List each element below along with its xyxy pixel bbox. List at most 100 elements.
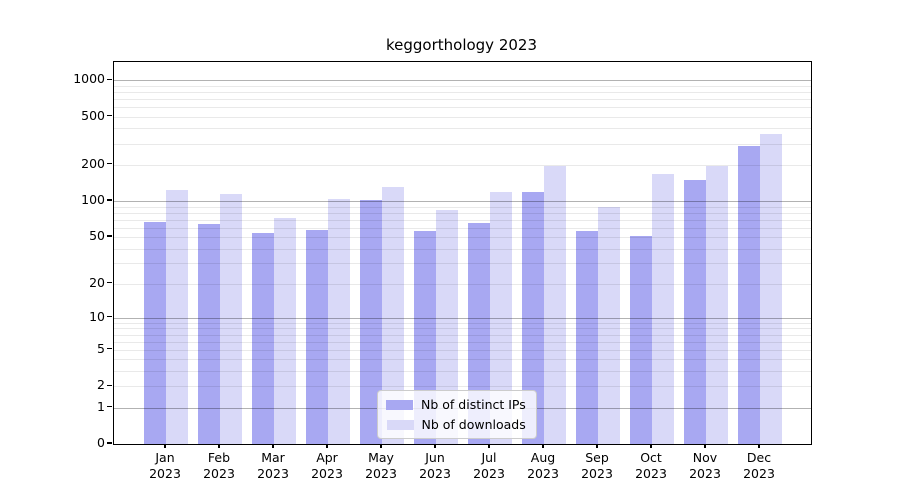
grid-line-minor [114, 164, 811, 166]
legend-swatch-downloads [386, 419, 414, 430]
bar-downloads-apr [328, 199, 350, 444]
y-tick-label: 50 [89, 228, 105, 244]
bar-downloads-feb [220, 194, 242, 444]
bars-layer [114, 62, 811, 444]
grid-line-minor [114, 206, 811, 208]
grid-line-minor [114, 328, 811, 330]
y-tick-label: 500 [81, 107, 105, 123]
bar-downloads-oct [652, 173, 674, 444]
bar-downloads-dec [760, 134, 782, 444]
grid-line-major [114, 317, 811, 319]
grid-line-minor [114, 116, 811, 118]
x-tick-mark [758, 444, 760, 448]
grid-line-major [114, 201, 811, 203]
y-tick-mark [107, 282, 112, 284]
grid-line-minor [114, 263, 811, 265]
bar-downloads-jun [436, 209, 458, 444]
x-tick-mark [272, 444, 274, 448]
bar-downloads-jan [166, 189, 188, 444]
bar-distinct-ips-sep [576, 231, 598, 444]
x-tick-mark [218, 444, 220, 448]
grid-line-minor [114, 92, 811, 94]
y-tick-mark [107, 348, 112, 350]
x-tick-mark [164, 444, 166, 448]
y-tick-mark [107, 235, 112, 237]
y-tick-label: 0 [97, 435, 105, 450]
grid-line-minor [114, 237, 811, 239]
grid-layer [114, 62, 811, 444]
y-tick-mark [107, 78, 112, 80]
x-tick-label: Apr 2023 [311, 450, 343, 481]
x-tick-label: Jan 2023 [149, 450, 181, 481]
plot-area: Nb of distinct IPs Nb of downloads [113, 61, 812, 445]
y-tick-label: 1000 [73, 71, 105, 87]
grid-line-minor [114, 359, 811, 361]
y-tick-mark [107, 384, 112, 386]
grid-line-minor [114, 283, 811, 285]
x-tick-label: Jun 2023 [419, 450, 451, 481]
y-tick-mark [107, 405, 112, 408]
y-tick-mark [107, 163, 112, 165]
grid-line-minor [114, 386, 811, 388]
bar-distinct-ips-feb [198, 224, 220, 444]
grid-line-minor [114, 371, 811, 373]
grid-line-minor [114, 248, 811, 250]
bar-distinct-ips-mar [252, 233, 274, 444]
y-tick-label: 1 [97, 398, 105, 414]
grid-line-minor [114, 107, 811, 109]
x-tick-label: Dec 2023 [743, 450, 775, 481]
y-tick-mark [107, 199, 112, 201]
bar-downloads-sep [598, 206, 620, 444]
grid-line-minor [114, 322, 811, 324]
bar-distinct-ips-jan [144, 221, 166, 444]
x-tick-label: Nov 2023 [689, 450, 721, 481]
x-tick-mark [488, 444, 490, 448]
grid-line-minor [114, 128, 811, 130]
grid-line-minor [114, 334, 811, 336]
bar-distinct-ips-dec [738, 146, 760, 444]
y-tick-label: 100 [81, 192, 105, 208]
bar-distinct-ips-apr [306, 230, 328, 444]
legend-label-downloads: Nb of downloads [421, 417, 526, 432]
bar-distinct-ips-may [360, 200, 382, 444]
bar-distinct-ips-nov [684, 179, 706, 444]
x-tick-label: Mar 2023 [257, 450, 289, 481]
bar-distinct-ips-jul [468, 223, 490, 444]
x-tick-label: Jul 2023 [473, 450, 505, 481]
x-tick-mark [380, 444, 382, 448]
legend-label-distinct-ips: Nb of distinct IPs [421, 397, 526, 412]
grid-line-minor [114, 341, 811, 343]
y-tick-label: 200 [81, 155, 105, 171]
x-tick-label: Sep 2023 [581, 450, 613, 481]
y-tick-label: 5 [97, 340, 105, 356]
grid-line-minor [114, 349, 811, 351]
bar-downloads-nov [706, 166, 728, 444]
grid-line-minor [114, 219, 811, 221]
y-tick-mark [107, 442, 112, 444]
x-tick-label: Feb 2023 [203, 450, 235, 481]
x-tick-mark [434, 444, 436, 448]
grid-line-minor [114, 143, 811, 145]
legend-item-downloads: Nb of downloads [386, 417, 526, 432]
x-tick-mark [542, 444, 544, 448]
grid-line-minor [114, 85, 811, 87]
y-tick-label: 20 [89, 274, 105, 290]
bar-downloads-jul [490, 191, 512, 444]
x-tick-mark [596, 444, 598, 448]
x-tick-label: May 2023 [365, 450, 397, 481]
grid-line-minor [114, 212, 811, 214]
grid-line-minor [114, 227, 811, 229]
legend: Nb of distinct IPs Nb of downloads [377, 390, 537, 439]
legend-swatch-distinct-ips [386, 399, 413, 410]
bar-distinct-ips-aug [522, 191, 544, 444]
y-tick-mark [107, 115, 112, 117]
x-tick-label: Oct 2023 [635, 450, 667, 481]
bar-distinct-ips-oct [630, 236, 652, 444]
y-tick-label: 10 [89, 308, 105, 324]
y-tick-mark [107, 316, 112, 318]
chart-title: keggorthology 2023 [385, 36, 538, 54]
x-tick-mark [650, 444, 652, 448]
bar-downloads-aug [544, 165, 566, 444]
x-tick-mark [326, 444, 328, 448]
